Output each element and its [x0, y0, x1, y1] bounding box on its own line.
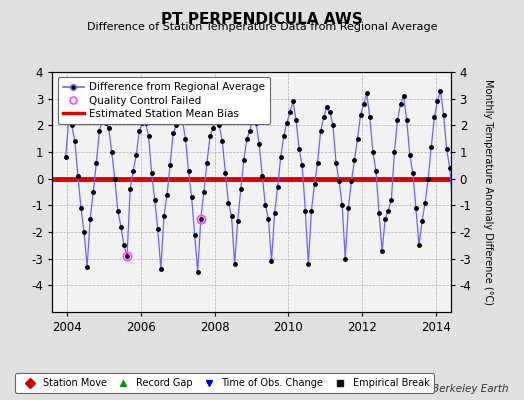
Legend: Difference from Regional Average, Quality Control Failed, Estimated Station Mean: Difference from Regional Average, Qualit… [58, 77, 270, 124]
Text: Difference of Station Temperature Data from Regional Average: Difference of Station Temperature Data f… [87, 22, 437, 32]
Y-axis label: Monthly Temperature Anomaly Difference (°C): Monthly Temperature Anomaly Difference (… [483, 79, 493, 305]
Text: PT PERPENDICULA AWS: PT PERPENDICULA AWS [161, 12, 363, 27]
Text: Berkeley Earth: Berkeley Earth [432, 384, 508, 394]
Legend: Station Move, Record Gap, Time of Obs. Change, Empirical Break: Station Move, Record Gap, Time of Obs. C… [15, 374, 434, 393]
